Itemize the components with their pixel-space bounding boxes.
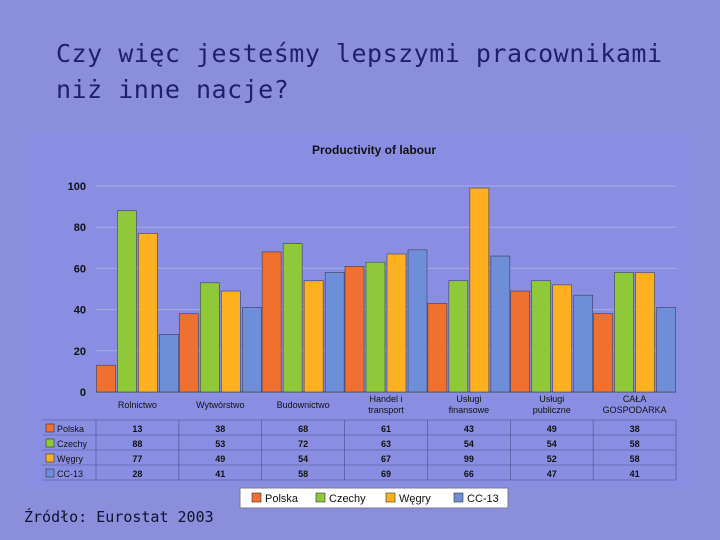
y-tick-label: 20 [74,346,86,358]
legend-label: Węgry [399,493,431,505]
table-cell: 52 [547,454,557,464]
bar [365,261,386,393]
bar [386,253,407,393]
table-cell: 54 [464,439,474,449]
bar [593,313,613,393]
table-cell: 99 [464,454,474,464]
bar [344,266,365,393]
bar [282,243,303,393]
bars [96,187,676,393]
legend-swatch [251,492,262,503]
category-label: Rolnictwo [118,400,157,410]
bar [552,284,573,393]
table-cell: 41 [630,469,640,479]
bar [261,251,282,393]
table-cell: 63 [381,439,391,449]
source-note: Źródło: Eurostat 2003 [24,508,214,526]
category-label: CAŁA GOSPODARKA [603,394,667,415]
y-tick-label: 80 [74,222,86,234]
category-label: Budownictwo [277,400,330,410]
table-cell: 88 [132,439,142,449]
y-tick-label: 40 [74,305,86,317]
bar [303,280,324,393]
table-series-name: Polska [57,424,84,434]
table-cell: 54 [547,439,557,449]
table-cell: 69 [381,469,391,479]
table-cell: 13 [132,424,142,434]
legend: Polska Czechy Węgry CC-13 [239,487,509,509]
bar [407,249,428,393]
category-label: Usługi finansowe [449,394,490,415]
table-cell: 41 [215,469,225,479]
table-cell: 58 [630,454,640,464]
y-tick-label: 100 [68,181,86,193]
legend-label: Polska [265,493,299,505]
table-cell: 43 [464,424,474,434]
bar [96,364,116,393]
bar [220,290,241,393]
table-series-key [45,438,55,448]
legend-label: Czechy [329,493,366,505]
legend-swatch [385,492,396,503]
bar [510,290,531,393]
bar [138,233,158,393]
table-series-key [45,423,55,433]
table-cell: 58 [630,439,640,449]
legend-label: CC-13 [467,493,499,505]
table-series-name: Węgry [57,454,84,464]
table-cell: 67 [381,454,391,464]
table-cell: 38 [215,424,225,434]
table-cell: 72 [298,439,308,449]
table-cell: 68 [298,424,308,434]
bar [199,282,220,393]
slide-title: Czy więc jesteśmy lepszymi pracownikami … [56,39,663,104]
table-series-name: Czechy [57,439,88,449]
bar [241,307,262,393]
table-cell: 77 [132,454,142,464]
bar [117,210,137,393]
category-labels: Rolnictwo Wytwórstwo Budownictwo Handel i tr… [118,394,667,415]
bar [635,272,655,393]
legend-swatch [315,492,326,503]
category-label: Handel i transport [368,394,404,415]
bar [531,280,552,393]
table-series-key [45,468,55,478]
table-cell: 53 [215,439,225,449]
table-cell: 61 [381,424,391,434]
bar [448,280,469,393]
bar [178,313,199,393]
bar [656,307,676,393]
table-cell: 58 [298,469,308,479]
category-label: Wytwórstwo [196,400,244,410]
table-cell: 28 [132,469,142,479]
bar [573,294,594,393]
bar [427,303,448,393]
table-series-key [45,453,55,463]
table-series-name: CC-13 [57,469,83,479]
data-table: Polska 13 38 68 61 43 49 38 Czechy 88 53 72 63 54 54 58… [42,419,677,481]
table-cell: 49 [215,454,225,464]
y-tick-label: 60 [74,263,86,275]
table-cell: 66 [464,469,474,479]
category-label: Usługi publiczne [533,394,571,415]
legend-box [239,487,509,509]
bar [614,272,634,393]
bar [490,255,511,393]
table-cell: 38 [630,424,640,434]
bar [469,187,490,393]
table-cell: 47 [547,469,557,479]
bar [324,272,345,393]
table-cell: 54 [298,454,308,464]
bar [159,334,179,393]
chart-title: Productivity of labour [312,143,436,157]
table-cell: 49 [547,424,557,434]
y-tick-label: 0 [80,387,86,399]
legend-swatch [453,492,464,503]
